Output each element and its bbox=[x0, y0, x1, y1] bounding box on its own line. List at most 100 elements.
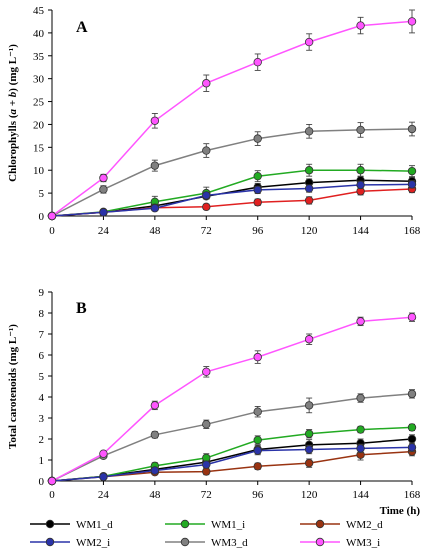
chartb-y-tick-label: 3 bbox=[39, 413, 45, 425]
charta-data-point bbox=[202, 202, 211, 212]
charta-data-point bbox=[356, 166, 365, 175]
charta-series-line bbox=[51, 128, 413, 217]
charta-y-axis-label: Chlorophylls (a + b) (mg L⁻¹) bbox=[7, 44, 19, 182]
legend-swatch-marker bbox=[180, 537, 190, 547]
chartb-data-point bbox=[150, 430, 160, 439]
chartb-data-point bbox=[150, 466, 160, 475]
chartb-data-point bbox=[253, 462, 262, 471]
chartb-data-point bbox=[407, 434, 417, 444]
charta-data-point bbox=[304, 37, 314, 47]
charta-x-tick-label: 144 bbox=[352, 225, 369, 237]
chartb-y-tick-label: 1 bbox=[39, 455, 45, 467]
charta-data-point bbox=[356, 125, 365, 135]
chartb-y-tick-label: 0 bbox=[39, 476, 45, 488]
charta-data-point bbox=[99, 208, 108, 217]
charta-y-tick-label: 15 bbox=[33, 142, 45, 154]
chartb-data-point bbox=[304, 335, 314, 344]
legend-swatch-marker bbox=[45, 519, 55, 529]
charta-y-axis-label-part: ) (mg L⁻¹) bbox=[7, 44, 19, 92]
charta-x-tick-label: 24 bbox=[98, 225, 110, 237]
chartb-data-point bbox=[407, 389, 417, 399]
charta-y-tick-label: 45 bbox=[33, 5, 45, 17]
charta-y-tick-label: 35 bbox=[33, 51, 45, 63]
charta-panel-label: A bbox=[76, 19, 88, 36]
legend-label: WM3_i bbox=[346, 537, 380, 549]
charta-y-tick-label: 30 bbox=[33, 74, 45, 86]
legend-item-wm2-d: WM2_d bbox=[300, 519, 383, 531]
chartb-data-point bbox=[99, 449, 108, 458]
chartb-data-point bbox=[202, 460, 211, 469]
chartb-x-tick-label: 96 bbox=[252, 489, 264, 501]
charta-data-point bbox=[202, 79, 211, 88]
chartb-series-wm3-i bbox=[47, 312, 417, 486]
chartb-x-axis-label: Time (h) bbox=[380, 505, 421, 517]
legend-label: WM2_i bbox=[76, 537, 110, 549]
charta-data-point bbox=[253, 171, 262, 181]
charta-series-wm3-i bbox=[47, 9, 417, 221]
charta-data-point bbox=[99, 173, 108, 183]
charta-data-point bbox=[253, 134, 262, 143]
charta-data-point bbox=[407, 124, 417, 134]
chartb-x-tick-label: 72 bbox=[201, 489, 212, 501]
legend-swatch-marker bbox=[315, 519, 325, 529]
charta-series-wm3-d bbox=[47, 121, 417, 221]
chartb-data-point bbox=[304, 458, 314, 468]
charta-y-axis-label-part: a + b bbox=[7, 91, 19, 114]
charta-y-tick-label: 40 bbox=[33, 28, 45, 40]
chartb-y-tick-label: 9 bbox=[39, 287, 45, 299]
legend-item-wm3-i: WM3_i bbox=[300, 537, 380, 549]
chartb-data-point bbox=[253, 407, 262, 416]
charta-data-point bbox=[150, 116, 160, 125]
charta-y-tick-label: 20 bbox=[33, 119, 45, 131]
legend-item-wm2-i: WM2_i bbox=[30, 537, 110, 549]
charta-x-tick-label: 72 bbox=[201, 225, 212, 237]
charta-data-point bbox=[304, 196, 314, 205]
legend-label: WM2_d bbox=[346, 519, 383, 531]
chartb-data-point bbox=[304, 429, 314, 438]
chartb-series-line bbox=[51, 393, 413, 482]
chartb-data-point bbox=[150, 401, 160, 410]
chartb-y-tick-label: 6 bbox=[39, 350, 45, 362]
charta-y-tick-label: 10 bbox=[33, 165, 45, 177]
legend-label: WM3_d bbox=[211, 537, 248, 549]
charta-data-point bbox=[356, 21, 365, 30]
charta-data-point bbox=[407, 17, 417, 26]
charta-y-tick-label: 0 bbox=[39, 211, 45, 223]
charta-data-point bbox=[356, 180, 365, 190]
charta-data-point bbox=[304, 184, 314, 193]
legend-label: WM1_d bbox=[76, 519, 113, 531]
legend-item-wm1-d: WM1_d bbox=[30, 519, 113, 531]
chartb-y-tick-label: 8 bbox=[39, 308, 45, 320]
charta-data-point bbox=[407, 166, 417, 176]
chartb-x-tick-label: 24 bbox=[98, 489, 110, 501]
chartb-data-point bbox=[356, 393, 365, 403]
legend-swatch-marker bbox=[315, 537, 325, 547]
legend-swatch-marker bbox=[180, 519, 190, 529]
chartb-data-point bbox=[253, 352, 262, 362]
chartb-panel-label: B bbox=[76, 300, 87, 317]
charta-data-point bbox=[304, 166, 314, 175]
charta-series-line bbox=[51, 169, 413, 217]
charta-x-tick-label: 120 bbox=[301, 225, 318, 237]
chartb-x-tick-label: 120 bbox=[301, 489, 318, 501]
chartb-series-line bbox=[51, 446, 413, 482]
chartb-x-tick-label: 48 bbox=[149, 489, 161, 501]
chartb-x-tick-label: 168 bbox=[404, 489, 421, 501]
chart-panel-a: 0 5 10 15 20 25 30 35 40 45 0 24 48 72 96 120 144 168 Chlo… bbox=[7, 5, 421, 237]
chartb-data-point bbox=[356, 317, 365, 326]
charta-series-line bbox=[51, 183, 413, 217]
chartb-y-tick-label: 5 bbox=[39, 371, 45, 383]
chartb-y-tick-label: 4 bbox=[39, 392, 45, 404]
charta-x-tick-label: 0 bbox=[49, 225, 55, 237]
charta-y-tick-label: 25 bbox=[33, 97, 45, 109]
charta-series-line bbox=[51, 20, 413, 217]
charta-data-point bbox=[407, 180, 417, 189]
charta-x-tick-label: 168 bbox=[404, 225, 421, 237]
chartb-data-point bbox=[407, 313, 417, 322]
charta-data-point bbox=[253, 185, 262, 195]
chartb-x-tick-label: 144 bbox=[352, 489, 369, 501]
chartb-data-point bbox=[202, 420, 211, 429]
charta-data-point bbox=[202, 146, 211, 155]
legend-swatch-marker bbox=[45, 537, 55, 547]
